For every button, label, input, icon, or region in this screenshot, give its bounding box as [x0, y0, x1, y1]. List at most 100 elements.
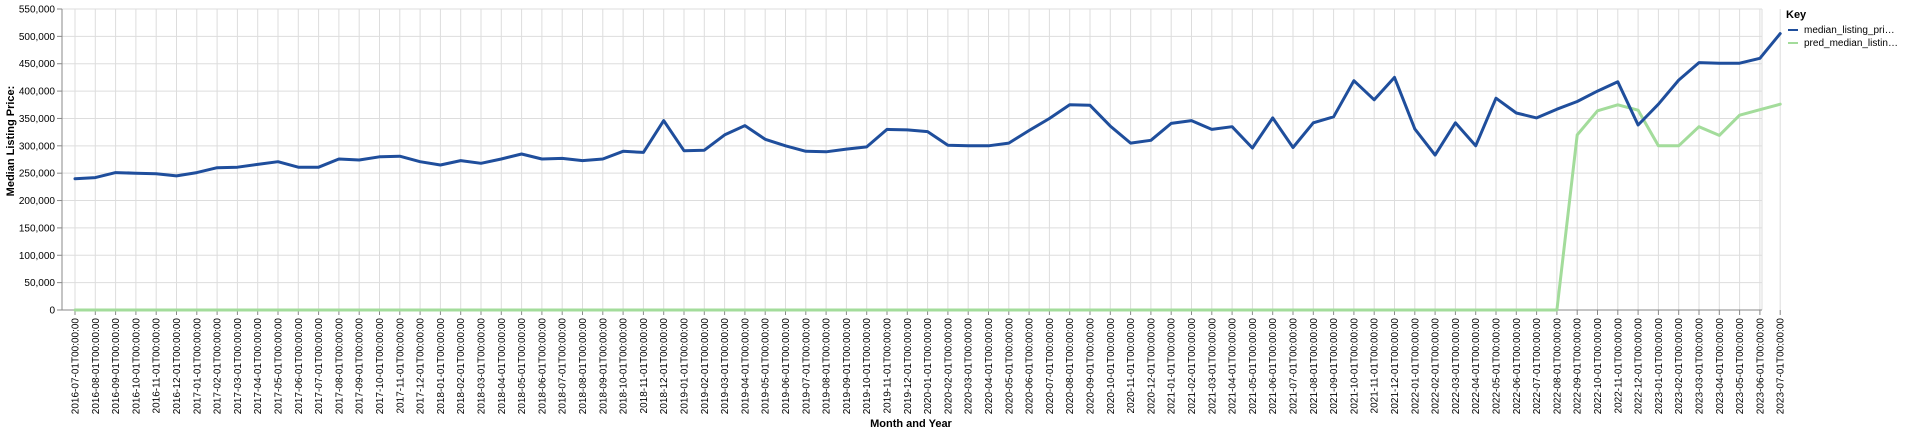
x-tick-label: 2017-08-01T00:00:00 [334, 318, 345, 415]
x-tick-label: 2019-12-01T00:00:00 [903, 318, 914, 415]
x-tick-label: 2023-04-01T00:00:00 [1715, 318, 1726, 415]
x-tick-label: 2018-08-01T00:00:00 [578, 318, 589, 415]
x-tick-label: 2022-10-01T00:00:00 [1593, 318, 1604, 415]
x-tick-label: 2021-12-01T00:00:00 [1390, 318, 1401, 415]
x-tick-label: 2018-09-01T00:00:00 [598, 318, 609, 415]
x-tick-label: 2021-05-01T00:00:00 [1248, 318, 1259, 415]
x-tick-label: 2022-03-01T00:00:00 [1451, 318, 1462, 415]
x-tick-label: 2016-08-01T00:00:00 [91, 318, 102, 415]
y-tick-label: 100,000 [19, 251, 56, 262]
x-tick-label: 2017-02-01T00:00:00 [213, 318, 224, 415]
x-tick-label: 2017-09-01T00:00:00 [355, 318, 366, 415]
y-tick-label: 450,000 [19, 59, 56, 70]
x-tick-label: 2019-03-01T00:00:00 [720, 318, 731, 415]
x-tick-label: 2020-05-01T00:00:00 [1004, 318, 1015, 415]
x-tick-label: 2021-11-01T00:00:00 [1370, 318, 1381, 414]
x-tick-label: 2022-07-01T00:00:00 [1532, 318, 1543, 415]
x-tick-label: 2020-12-01T00:00:00 [1146, 318, 1157, 415]
legend-label-2: pred_median_listin… [1804, 38, 1898, 49]
x-tick-label: 2016-11-01T00:00:00 [152, 318, 163, 414]
series-line-1 [73, 32, 1782, 181]
y-tick-label: 200,000 [19, 196, 56, 207]
x-tick-label: 2021-01-01T00:00:00 [1167, 318, 1178, 415]
x-tick-label: 2019-05-01T00:00:00 [761, 318, 772, 415]
x-tick-label: 2020-01-01T00:00:00 [923, 318, 934, 415]
x-tick-label: 2021-09-01T00:00:00 [1329, 318, 1340, 415]
x-tick-label: 2022-01-01T00:00:00 [1410, 318, 1421, 415]
x-tick-label: 2022-11-01T00:00:00 [1613, 318, 1624, 414]
x-tick-label: 2019-11-01T00:00:00 [883, 318, 894, 414]
x-tick-label: 2018-10-01T00:00:00 [619, 318, 630, 415]
y-tick-label: 500,000 [19, 32, 56, 43]
axes: 0 50,000 100,000 150,000 200,000 250,000 300,0… [19, 5, 1787, 415]
x-tick-label: 2021-06-01T00:00:00 [1268, 318, 1279, 415]
x-tick-label: 2019-04-01T00:00:00 [740, 318, 751, 415]
x-tick-label: 2023-01-01T00:00:00 [1654, 318, 1665, 415]
x-tick-label: 2020-09-01T00:00:00 [1086, 318, 1097, 415]
y-tick-label: 0 [49, 306, 55, 317]
x-tick-label: 2023-02-01T00:00:00 [1674, 318, 1685, 415]
x-tick-label: 2017-10-01T00:00:00 [375, 318, 386, 415]
y-tick-label: 150,000 [19, 223, 56, 234]
x-tick-label: 2020-08-01T00:00:00 [1065, 318, 1076, 415]
legend: Key median_listing_pri… pred_median_listi… [1786, 9, 1898, 49]
x-tick-label: 2022-06-01T00:00:00 [1512, 318, 1523, 415]
x-tick-label: 2021-04-01T00:00:00 [1228, 318, 1239, 415]
x-tick-label: 2020-10-01T00:00:00 [1106, 318, 1117, 415]
x-tick-label: 2019-06-01T00:00:00 [781, 318, 792, 415]
gridlines [62, 8, 1781, 311]
x-tick-label: 2023-06-01T00:00:00 [1755, 318, 1766, 415]
x-tick-label: 2017-07-01T00:00:00 [314, 318, 325, 415]
x-tick-label: 2018-03-01T00:00:00 [477, 318, 488, 415]
x-tick-label: 2022-09-01T00:00:00 [1573, 318, 1584, 415]
legend-title: Key [1786, 9, 1807, 21]
x-tick-label: 2018-11-01T00:00:00 [639, 318, 650, 414]
x-tick-label: 2023-03-01T00:00:00 [1695, 318, 1706, 415]
series-lines [73, 32, 1782, 312]
x-tick-label: 2020-03-01T00:00:00 [964, 318, 975, 415]
x-tick-label: 2020-07-01T00:00:00 [1045, 318, 1056, 415]
x-tick-label: 2017-06-01T00:00:00 [294, 318, 305, 415]
x-tick-label: 2022-02-01T00:00:00 [1431, 318, 1442, 415]
y-tick-label: 550,000 [19, 5, 56, 16]
x-tick-label: 2016-12-01T00:00:00 [172, 318, 183, 415]
series-line-2 [73, 102, 1782, 312]
x-tick-label: 2022-12-01T00:00:00 [1634, 318, 1645, 415]
y-tick-label: 50,000 [24, 278, 55, 289]
x-tick-label: 2021-07-01T00:00:00 [1289, 318, 1300, 415]
x-tick-label: 2018-05-01T00:00:00 [517, 318, 528, 415]
x-axis-title: Month and Year [870, 418, 952, 430]
x-tick-label: 2016-10-01T00:00:00 [131, 318, 142, 415]
x-tick-label: 2022-05-01T00:00:00 [1492, 318, 1503, 415]
y-tick-label: 400,000 [19, 87, 56, 98]
x-tick-label: 2017-04-01T00:00:00 [253, 318, 264, 415]
x-tick-label: 2018-07-01T00:00:00 [558, 318, 569, 415]
x-tick-label: 2018-02-01T00:00:00 [456, 318, 467, 415]
x-tick-label: 2023-07-01T00:00:00 [1776, 318, 1787, 415]
y-axis-title: Median Listing Price: [5, 86, 17, 197]
x-tick-label: 2017-12-01T00:00:00 [416, 318, 427, 415]
x-tick-label: 2020-11-01T00:00:00 [1126, 318, 1137, 414]
x-tick-label: 2016-09-01T00:00:00 [111, 318, 122, 415]
x-tick-label: 2020-04-01T00:00:00 [984, 318, 995, 415]
x-tick-label: 2023-05-01T00:00:00 [1735, 318, 1746, 415]
y-tick-label: 300,000 [19, 141, 56, 152]
x-tick-label: 2019-10-01T00:00:00 [862, 318, 873, 415]
x-tick-label: 2019-01-01T00:00:00 [680, 318, 691, 415]
x-tick-label: 2018-06-01T00:00:00 [537, 318, 548, 415]
x-tick-label: 2021-08-01T00:00:00 [1309, 318, 1320, 415]
legend-label-1: median_listing_pri… [1804, 25, 1895, 36]
x-tick-label: 2016-07-01T00:00:00 [71, 318, 82, 415]
x-tick-label: 2017-05-01T00:00:00 [274, 318, 285, 415]
x-tick-label: 2019-02-01T00:00:00 [700, 318, 711, 415]
x-tick-label: 2021-03-01T00:00:00 [1207, 318, 1218, 415]
x-tick-label: 2018-04-01T00:00:00 [497, 318, 508, 415]
x-tick-label: 2019-08-01T00:00:00 [822, 318, 833, 415]
x-tick-label: 2019-07-01T00:00:00 [801, 318, 812, 415]
x-tick-label: 2020-02-01T00:00:00 [943, 318, 954, 415]
legend-items: median_listing_pri… pred_median_listin… [1788, 25, 1898, 49]
y-tick-label: 250,000 [19, 169, 56, 180]
x-tick-label: 2021-10-01T00:00:00 [1349, 318, 1360, 415]
x-tick-label: 2022-08-01T00:00:00 [1552, 318, 1563, 415]
